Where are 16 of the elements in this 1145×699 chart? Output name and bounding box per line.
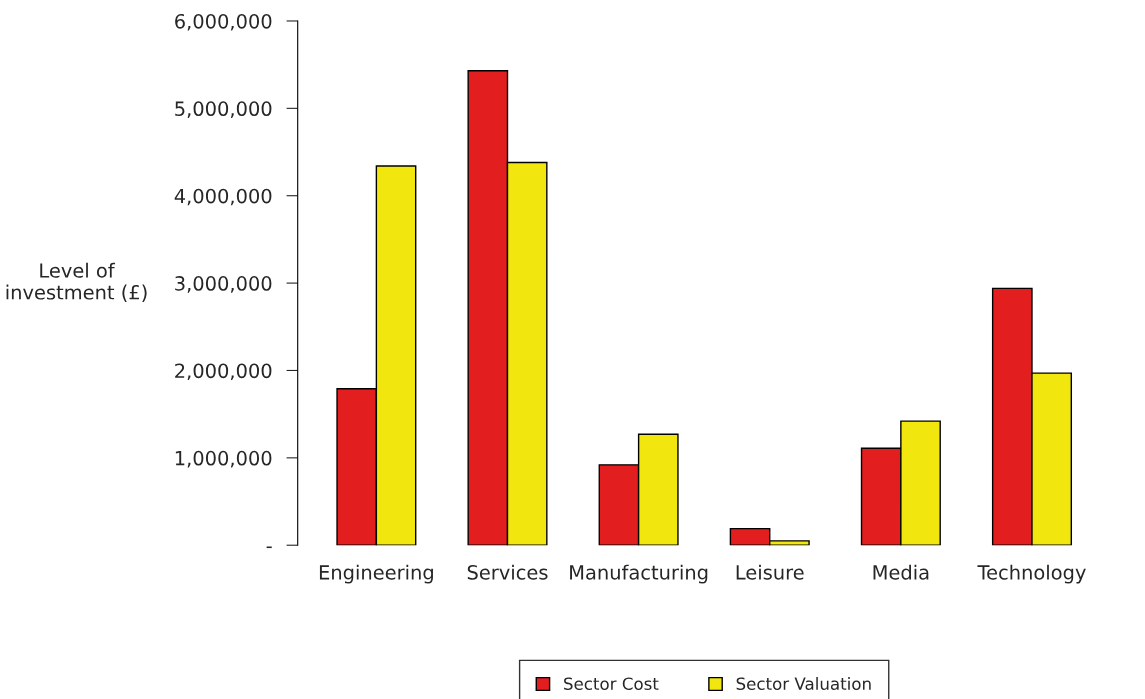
x-tick-label: Services <box>467 564 548 580</box>
x-tick-label: Manufacturing <box>570 564 708 584</box>
y-tick-label: 3,000,000 <box>175 276 272 293</box>
y-tick-label: 4,000,000 <box>174 188 272 206</box>
x-tick-label: Media <box>873 564 929 580</box>
x-tick-label: Engineering <box>319 564 433 584</box>
y-tick-label: 6,000,000 <box>175 13 272 31</box>
x-tick-label: Technology <box>977 564 1086 584</box>
legend-label: Sector Cost <box>564 677 659 690</box>
legend-label: Sector Valuation <box>736 677 871 690</box>
x-tick-label: Leisure <box>736 564 804 580</box>
y-tick-label: - <box>266 546 272 549</box>
y-tick-label: 5,000,000 <box>175 101 272 118</box>
y-axis-title: Level of investment (£) <box>6 262 147 302</box>
y-tick-label: 2,000,000 <box>175 363 272 381</box>
y-tick-label: 1,000,000 <box>175 450 272 468</box>
